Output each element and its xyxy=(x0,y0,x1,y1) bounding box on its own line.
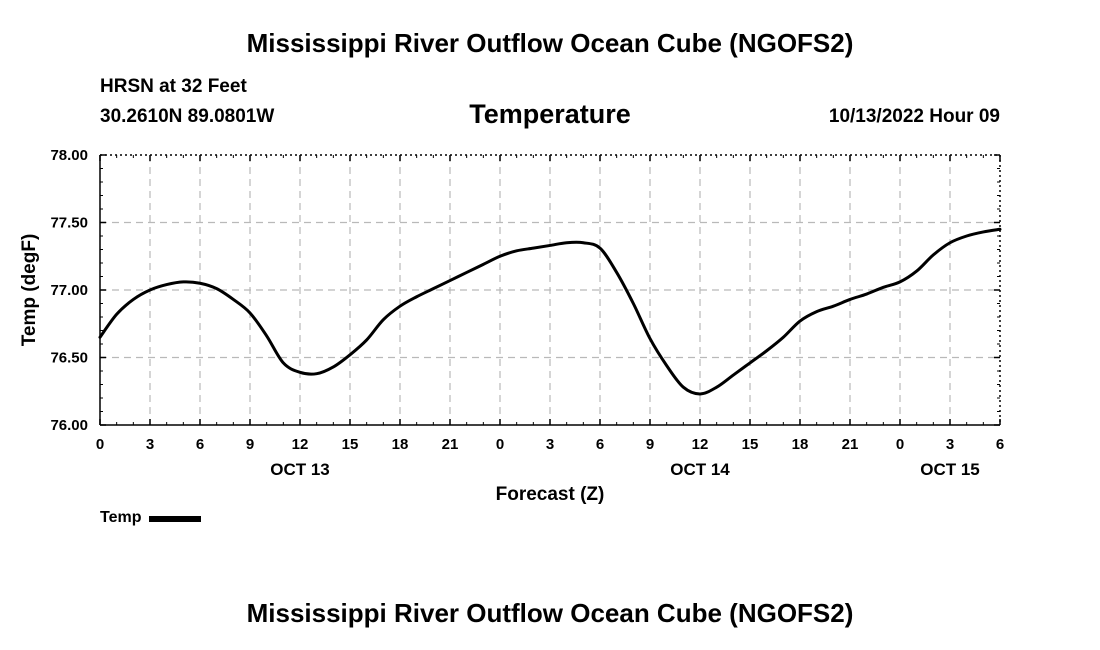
x-tick-label: 0 xyxy=(96,436,104,453)
x-tick-label: 15 xyxy=(342,436,359,453)
x-tick-label: 12 xyxy=(292,436,309,453)
day-label: OCT 13 xyxy=(270,460,330,479)
x-tick-label: 6 xyxy=(996,436,1004,453)
legend-label: Temp xyxy=(100,509,142,526)
x-axis-label: Forecast (Z) xyxy=(496,484,605,505)
forecast-datetime: 10/13/2022 Hour 09 xyxy=(828,106,1000,127)
temp-series-line xyxy=(98,227,1002,396)
tick-labels: 0 3 6 9 12 15 18 21 0 3 6 9 12 15 18 21 0 3 6 OCT 13 OCT 14 O… xyxy=(50,147,1004,479)
station-label: HRSN at 32 Feet xyxy=(100,76,247,97)
x-tick-label: 6 xyxy=(596,436,604,453)
x-tick-label: 12 xyxy=(692,436,709,453)
main-title: Mississippi River Outflow Ocean Cube (NG… xyxy=(246,28,854,58)
x-tick-label: 3 xyxy=(146,436,154,453)
y-tick-label: 77.00 xyxy=(50,282,88,299)
x-tick-label: 0 xyxy=(896,436,904,453)
x-tick-label: 18 xyxy=(392,436,409,453)
x-tick-label: 9 xyxy=(646,436,654,453)
x-tick-label: 6 xyxy=(196,436,204,453)
x-tick-label: 9 xyxy=(246,436,254,453)
x-tick-label: 21 xyxy=(442,436,459,453)
bottom-title: Mississippi River Outflow Ocean Cube (NG… xyxy=(246,598,854,628)
y-axis-label: Temp (degF) xyxy=(19,234,40,347)
y-tick-label: 78.00 xyxy=(50,147,88,164)
legend-swatch xyxy=(149,516,202,522)
x-tick-label: 21 xyxy=(842,436,859,453)
legend: Temp xyxy=(100,509,202,527)
y-tick-label: 77.50 xyxy=(50,215,88,232)
tick-marks xyxy=(99,154,1001,426)
series-layer xyxy=(98,227,1002,396)
y-tick-label: 76.00 xyxy=(50,417,88,434)
day-label: OCT 15 xyxy=(920,460,980,479)
grid-lines xyxy=(100,155,1000,425)
x-tick-label: 15 xyxy=(742,436,759,453)
x-tick-label: 3 xyxy=(946,436,954,453)
y-tick-label: 76.50 xyxy=(50,350,88,367)
x-tick-label: 0 xyxy=(496,436,504,453)
coordinates-label: 30.2610N 89.0801W xyxy=(100,106,275,127)
x-tick-label: 3 xyxy=(546,436,554,453)
chart-title: Temperature xyxy=(469,99,631,129)
x-tick-label: 18 xyxy=(792,436,809,453)
day-label: OCT 14 xyxy=(670,460,730,479)
